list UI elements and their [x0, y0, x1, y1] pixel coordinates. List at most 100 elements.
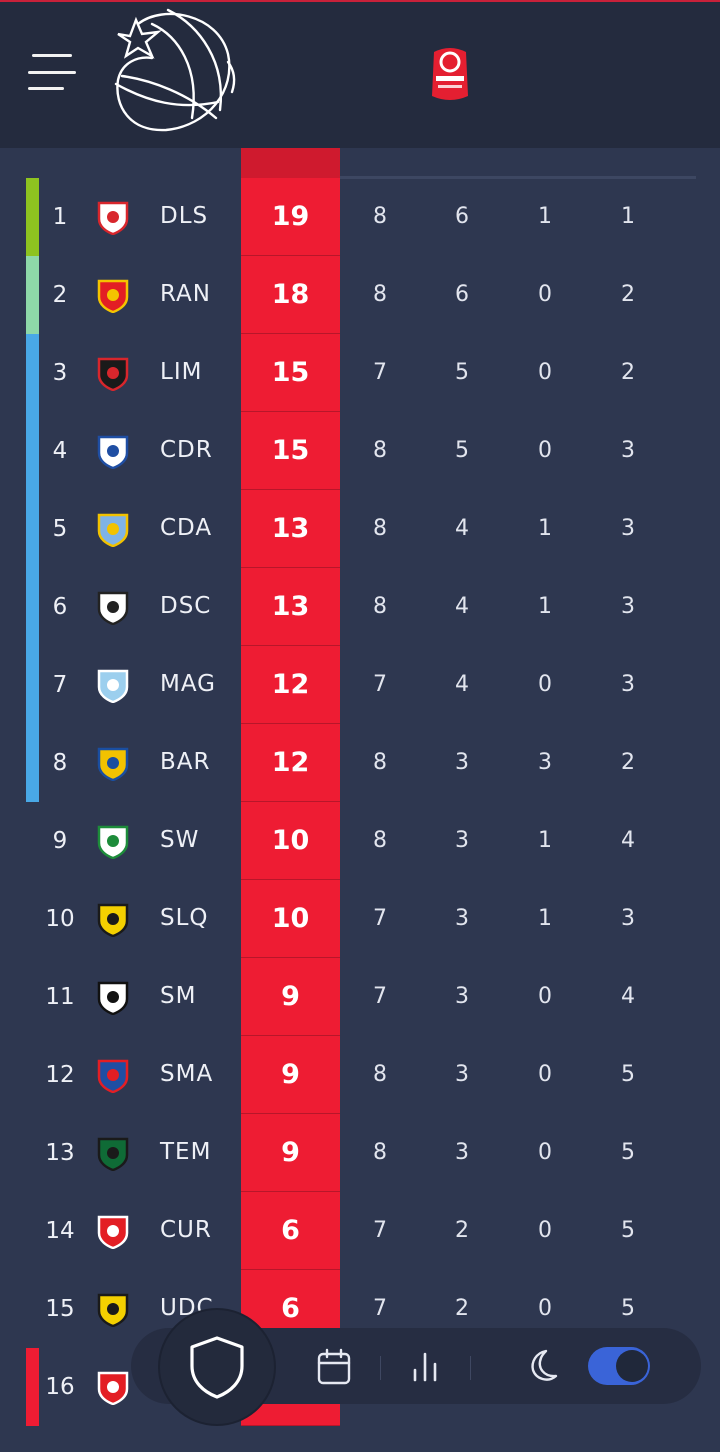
- team-abbreviation: CUR: [160, 1217, 212, 1243]
- team-crest-icon: [97, 1215, 129, 1249]
- stat-pp: 2: [621, 750, 635, 775]
- team-crest-icon: [97, 201, 129, 235]
- stat-pp: 3: [621, 906, 635, 931]
- team-crest-icon: [97, 903, 129, 937]
- team-points: 9: [241, 1036, 340, 1114]
- basketball-star-logo[interactable]: [108, 6, 244, 136]
- team-abbreviation: TEM: [160, 1139, 212, 1165]
- stat-pj: 8: [373, 516, 387, 541]
- stat-pp: 3: [621, 438, 635, 463]
- team-points: 10: [241, 802, 340, 880]
- table-row[interactable]: 9 SW 10 8 3 1 4: [0, 802, 720, 880]
- table-row[interactable]: 13 TEM 9 8 3 0 5: [0, 1114, 720, 1192]
- stat-pj: 7: [373, 984, 387, 1009]
- nav-divider: [470, 1356, 471, 1380]
- stat-pj: 8: [373, 438, 387, 463]
- zone-indicator-bar: [26, 724, 39, 802]
- stat-pe: 0: [538, 1062, 552, 1087]
- team-crest-icon: [97, 513, 129, 547]
- table-row[interactable]: 10 SLQ 10 7 3 1 3: [0, 880, 720, 958]
- team-crest-icon: [97, 1137, 129, 1171]
- team-abbreviation: RAN: [160, 281, 211, 307]
- stat-pj: 7: [373, 360, 387, 385]
- position-number: 15: [45, 1296, 75, 1322]
- table-row[interactable]: 2 RAN 18 8 6 0 2: [0, 256, 720, 334]
- zone-indicator-bar: [26, 568, 39, 646]
- team-abbreviation: SLQ: [160, 905, 209, 931]
- table-row[interactable]: 16: [0, 1348, 720, 1426]
- table-row[interactable]: 6 DSC 13 8 4 1 3: [0, 568, 720, 646]
- table-row[interactable]: 12 SMA 9 8 3 0 5: [0, 1036, 720, 1114]
- table-row[interactable]: 5 CDA 13 8 4 1 3: [0, 490, 720, 568]
- stat-pp: 5: [621, 1062, 635, 1087]
- stat-pg: 3: [455, 1140, 469, 1165]
- team-points: 9: [241, 958, 340, 1036]
- stat-pg: 2: [455, 1296, 469, 1321]
- toggle-knob: [616, 1350, 648, 1382]
- team-crest-icon: [97, 435, 129, 469]
- position-number: 12: [45, 1062, 75, 1088]
- hamburger-menu-icon[interactable]: [28, 52, 76, 92]
- team-abbreviation: CDR: [160, 437, 213, 463]
- zone-indicator-bar: [26, 1348, 39, 1426]
- table-row[interactable]: 8 BAR 12 8 3 3 2: [0, 724, 720, 802]
- stat-pp: 2: [621, 282, 635, 307]
- stat-pp: 4: [621, 828, 635, 853]
- stat-pe: 0: [538, 1296, 552, 1321]
- position-number: 16: [45, 1374, 75, 1400]
- zone-indicator-bar: [26, 256, 39, 334]
- table-header-rule: [340, 176, 696, 179]
- table-row[interactable]: 7 MAG 12 7 4 0 3: [0, 646, 720, 724]
- stat-pe: 0: [538, 438, 552, 463]
- team-points: 18: [241, 256, 340, 334]
- position-number: 9: [52, 828, 68, 854]
- stat-pg: 3: [455, 828, 469, 853]
- position-number: 3: [52, 360, 68, 386]
- stat-pe: 0: [538, 984, 552, 1009]
- stat-pj: 8: [373, 594, 387, 619]
- table-row[interactable]: 4 CDR 15 8 5 0 3: [0, 412, 720, 490]
- team-abbreviation: LIM: [160, 359, 203, 385]
- standings-shield-button[interactable]: [158, 1308, 276, 1426]
- standings-shield-icon: [190, 1336, 244, 1399]
- stat-pp: 3: [621, 672, 635, 697]
- position-number: 10: [45, 906, 75, 932]
- team-crest-icon: [97, 669, 129, 703]
- zone-indicator-bar: [26, 646, 39, 724]
- table-row[interactable]: 14 CUR 6 7 2 0 5: [0, 1192, 720, 1270]
- points-column: [241, 148, 340, 1425]
- zone-indicator-bar: [26, 178, 39, 256]
- table-row[interactable]: 11 SM 9 7 3 0 4: [0, 958, 720, 1036]
- team-points: [241, 1348, 340, 1426]
- calendar-icon[interactable]: [316, 1348, 352, 1386]
- stat-pg: 4: [455, 516, 469, 541]
- team-abbreviation: BAR: [160, 749, 211, 775]
- stat-pp: 3: [621, 516, 635, 541]
- stat-pg: 5: [455, 360, 469, 385]
- table-row[interactable]: 3 LIM 15 7 5 0 2: [0, 334, 720, 412]
- nav-divider: [380, 1356, 381, 1380]
- bar-chart-icon[interactable]: [410, 1350, 440, 1384]
- stat-pg: 6: [455, 282, 469, 307]
- team-points: 15: [241, 412, 340, 490]
- table-row[interactable]: 1 DLS 19 8 6 1 1: [0, 178, 720, 256]
- team-points: 6: [241, 1192, 340, 1270]
- position-number: 13: [45, 1140, 75, 1166]
- position-number: 1: [52, 204, 68, 230]
- stat-pj: 7: [373, 1218, 387, 1243]
- team-points: 12: [241, 724, 340, 802]
- team-points: 12: [241, 646, 340, 724]
- dark-mode-toggle[interactable]: [588, 1347, 650, 1385]
- team-abbreviation: SM: [160, 983, 197, 1009]
- team-crest-icon: [97, 1293, 129, 1327]
- team-abbreviation: SMA: [160, 1061, 214, 1087]
- team-crest-icon: [97, 825, 129, 859]
- team-points: 19: [241, 178, 340, 256]
- team-abbreviation: DSC: [160, 593, 212, 619]
- team-points: 15: [241, 334, 340, 412]
- zone-indicator-bar: [26, 490, 39, 568]
- team-crest-icon: [97, 1371, 129, 1405]
- position-number: 14: [45, 1218, 75, 1244]
- top-accent-line: [0, 0, 720, 2]
- standings-table: 1 DLS 19 8 6 1 1 2 RAN 18 8 6 0 2 3 LIM 15 7 5 0 2 4 CDR 15 8 5 0 3…: [0, 148, 720, 1452]
